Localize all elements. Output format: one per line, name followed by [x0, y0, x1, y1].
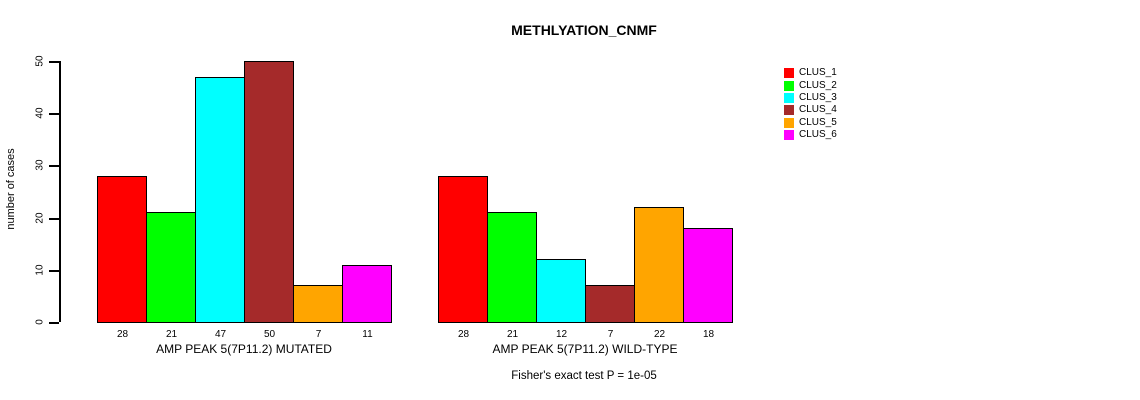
legend-item: CLUS_3 [784, 92, 837, 104]
bar-value-label: 47 [214, 329, 227, 340]
y-axis-tick [49, 61, 59, 63]
y-axis-tick-label: 30 [34, 159, 46, 171]
legend-swatch-clus-3 [784, 92, 794, 103]
y-axis-line [59, 61, 61, 322]
y-axis-tick [49, 165, 59, 167]
bar-value-label: 11 [362, 329, 373, 340]
legend-item: CLUS_1 [784, 67, 837, 79]
legend-label: CLUS_1 [799, 67, 837, 79]
chart-title: METHLYATION_CNMF [511, 22, 657, 38]
y-axis-tick-label: 40 [34, 107, 46, 119]
bar-value-label: 12 [555, 329, 568, 340]
y-axis-tick-label: 50 [34, 55, 46, 67]
bar-clus-2-group-2 [487, 212, 537, 323]
bar-clus-6-group-2 [683, 228, 733, 323]
y-axis-tick [49, 322, 59, 324]
bar-value-label: 50 [263, 329, 276, 340]
legend-item: CLUS_5 [784, 117, 837, 129]
bar-value-label: 21 [506, 329, 519, 340]
bar-clus-6-group-1 [342, 265, 392, 323]
legend-label: CLUS_4 [799, 104, 837, 116]
y-axis-title: number of cases [5, 148, 17, 230]
bar-value-label: 7 [315, 329, 322, 340]
fisher-test-annotation: Fisher's exact test P = 1e-05 [511, 370, 657, 382]
legend-label: CLUS_3 [799, 91, 837, 103]
bar-clus-2-group-1 [146, 212, 196, 323]
bar-clus-5-group-2 [634, 207, 684, 323]
legend-swatch-clus-6 [784, 130, 794, 141]
y-axis-tick [49, 113, 59, 115]
legend-item: CLUS_4 [784, 104, 837, 116]
y-axis-tick [49, 218, 59, 220]
legend-label: CLUS_5 [799, 116, 837, 128]
x-group-label: AMP PEAK 5(7P11.2) WILD-TYPE [492, 342, 678, 356]
bar-clus-3-group-2 [536, 259, 586, 323]
bar-clus-5-group-1 [293, 285, 343, 323]
legend-swatch-clus-2 [784, 80, 794, 91]
legend-label: CLUS_2 [799, 79, 837, 91]
bar-value-label: 18 [702, 329, 715, 340]
bar-value-label: 7 [607, 329, 614, 340]
legend-swatch-clus-5 [784, 117, 794, 128]
bar-clus-3-group-1 [195, 77, 245, 323]
legend-item: CLUS_6 [784, 129, 837, 141]
legend-item: CLUS_2 [784, 79, 837, 91]
y-axis-tick [49, 270, 59, 272]
bar-clus-4-group-1 [244, 61, 294, 323]
legend-swatch-clus-1 [784, 68, 794, 79]
legend: CLUS_1 CLUS_2 CLUS_3 CLUS_4 CLUS_5 CLUS_6 [784, 67, 837, 141]
y-axis-tick-label: 10 [34, 264, 46, 276]
legend-label: CLUS_6 [799, 129, 837, 141]
y-axis-tick-label: 20 [34, 212, 46, 224]
legend-swatch-clus-4 [784, 105, 794, 116]
bar-value-label: 28 [116, 329, 129, 340]
bar-clus-1-group-2 [438, 176, 488, 323]
bar-value-label: 28 [457, 329, 470, 340]
y-axis-tick-label: 0 [34, 319, 46, 325]
bar-clus-1-group-1 [97, 176, 147, 323]
bar-value-label: 22 [653, 329, 666, 340]
bar-clus-4-group-2 [585, 285, 635, 323]
bar-value-label: 21 [165, 329, 178, 340]
x-group-label: AMP PEAK 5(7P11.2) MUTATED [156, 342, 332, 356]
